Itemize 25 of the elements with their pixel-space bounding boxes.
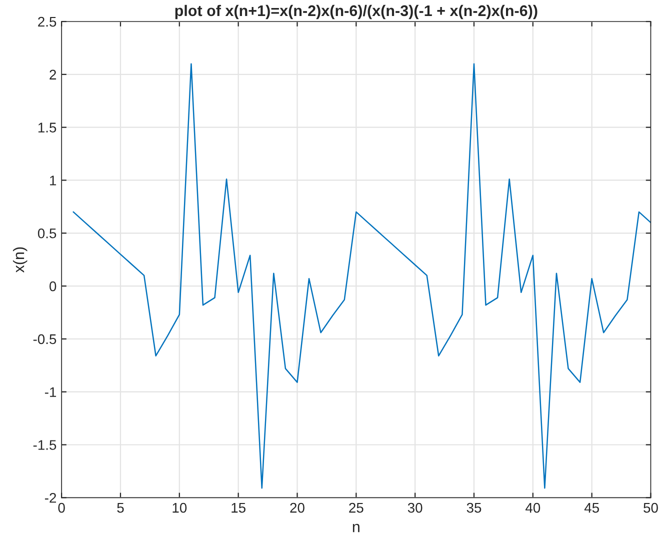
y-axis-title: x(n) xyxy=(12,247,28,273)
y-tick-label: -0.5 xyxy=(33,334,56,344)
y-tick-label: 0 xyxy=(50,281,56,292)
y-tick-label: -1.5 xyxy=(33,440,56,450)
x-tick-label: 25 xyxy=(349,502,364,513)
x-tick-label: 35 xyxy=(466,502,482,513)
line-series xyxy=(72,63,651,489)
x-tick-label: 50 xyxy=(644,502,658,513)
x-axis-title: n xyxy=(352,524,360,532)
x-tick-label: 40 xyxy=(526,502,540,513)
x-tick-label: 15 xyxy=(232,503,246,513)
x-tick-label: 45 xyxy=(584,503,599,513)
y-tick-label: 1 xyxy=(50,176,56,186)
x-tick-label: 30 xyxy=(408,502,422,513)
x-tick-label: 0 xyxy=(58,502,65,513)
y-tick-label: -1 xyxy=(44,387,56,397)
chart-title: plot of x(n+1)=x(n-2)x(n-6)/(x(n-3)(-1 + x(n-2)x(n-6)) xyxy=(175,4,538,20)
y-tick-label: 1.5 xyxy=(38,122,56,132)
x-tick-label: 20 xyxy=(290,502,304,513)
x-tick-label: 5 xyxy=(117,503,124,513)
y-tick-label: 2.5 xyxy=(38,16,56,27)
y-tick-label: -2 xyxy=(44,492,56,503)
y-tick-label: 0.5 xyxy=(38,228,56,238)
x-tick-label: 10 xyxy=(172,502,187,513)
y-tick-label: 2 xyxy=(50,70,56,80)
